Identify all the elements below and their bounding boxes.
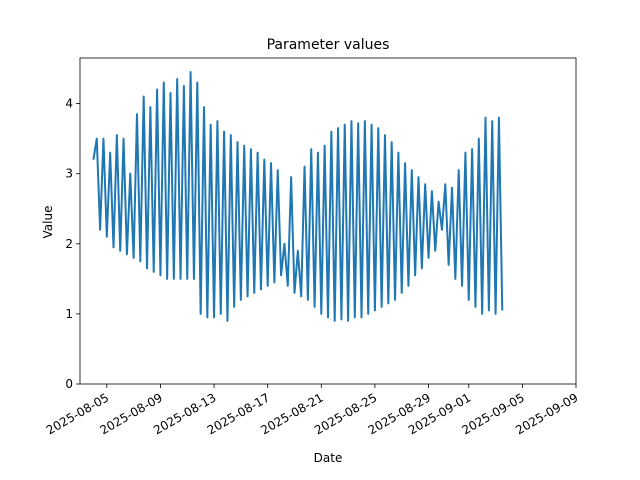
x-axis-title: Date xyxy=(314,451,343,465)
y-axis-title: Value xyxy=(41,206,55,239)
y-tick-label: 4 xyxy=(65,97,73,111)
chart-title: Parameter values xyxy=(267,37,390,53)
y-axis-ticks: 0 1 2 3 4 xyxy=(65,97,80,391)
y-tick-label: 3 xyxy=(65,167,73,181)
plot-area xyxy=(92,71,504,322)
plot-frame xyxy=(79,57,577,385)
y-tick-label: 1 xyxy=(65,307,73,321)
series-line-0 xyxy=(92,71,504,322)
x-axis-ticks: 2025-08-052025-08-092025-08-132025-08-17… xyxy=(44,384,581,437)
y-tick-label: 0 xyxy=(65,377,73,391)
y-tick-label: 2 xyxy=(65,237,73,251)
